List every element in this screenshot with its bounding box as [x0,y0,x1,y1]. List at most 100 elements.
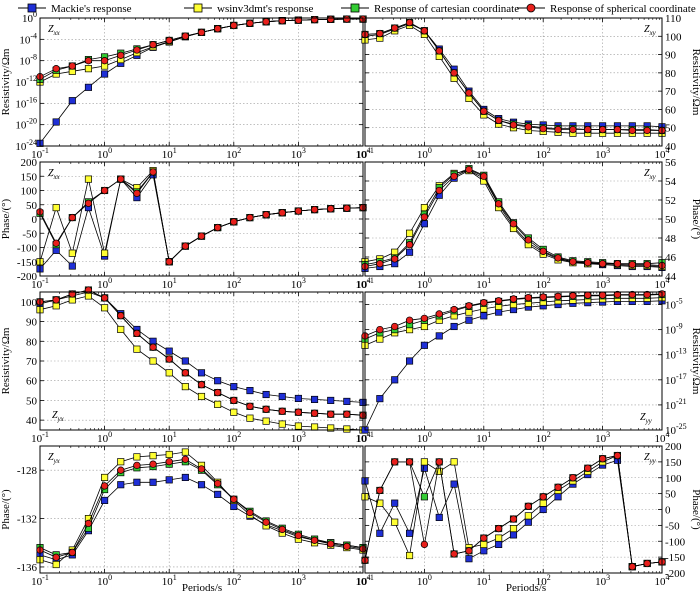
data-point [435,186,443,195]
data-point [465,555,473,563]
data-point [84,199,93,207]
data-point [181,383,189,391]
y-axis-label: Resistivity/Ωm [690,49,700,116]
x-tick-label: 103 [291,430,306,445]
data-point [230,495,238,503]
data-point [100,186,109,195]
data-point [480,299,488,307]
data-point [101,473,109,481]
y-tick-label: 100 [21,297,38,309]
data-point [376,325,384,334]
y-tick-label: 50 [665,123,677,135]
y-tick-label: 90 [665,50,677,62]
data-point [214,490,222,498]
y-tick-label: 10-4 [19,31,37,46]
x-tick-label: 101 [476,573,491,588]
series-line [39,171,364,263]
data-point [230,502,238,511]
data-point [197,481,206,489]
panel-rho-xy: 10-1 100 101 102 103 104405060708090100110Res… [356,13,700,161]
series-line [364,455,663,568]
data-point [213,25,222,33]
x-tick-label: 102 [226,430,241,445]
data-point [391,24,399,32]
series-line [364,23,663,128]
data-point [435,310,443,318]
panel-frame [364,17,663,147]
data-point [420,341,428,349]
data-point [84,175,93,183]
data-point [391,499,399,507]
data-point [554,292,562,301]
data-point [327,15,335,23]
data-point [311,423,319,431]
data-point [420,314,429,322]
data-point [246,19,254,27]
data-point [165,36,173,45]
y-tick-label: 0 [665,505,671,517]
data-point [230,218,238,226]
y-tick-label: 10-9 [665,322,683,337]
series-4 [361,290,666,340]
data-point [554,493,562,501]
data-point [391,376,399,384]
data-point [213,388,222,397]
x-tick-label: 10-1 [31,573,49,588]
x-tick-label: 100 [97,430,112,445]
data-point [524,123,532,131]
data-point [569,292,577,300]
data-point [480,107,488,115]
data-point [197,381,206,389]
data-point [101,70,109,78]
y-tick-label: 80 [665,68,677,80]
data-point [149,168,157,176]
legend-item: Mackie's response [18,3,132,15]
x-tick-label: 101 [476,146,491,161]
data-point [405,458,414,466]
data-point [376,486,384,495]
data-point [68,249,76,257]
x-tick-label: 103 [291,146,306,161]
data-point [327,540,335,548]
panel-phase-yy: 10-1 100 101 102 103 104-200-150-100-50050100… [356,441,700,588]
data-point [133,478,141,486]
panel-frame [39,161,364,277]
data-point [68,97,76,105]
data-point [149,357,157,365]
data-point [554,254,562,262]
legend-label: Response of cartesian coordinate [374,3,519,15]
data-point [181,369,190,377]
data-point [68,296,76,304]
data-point [52,560,60,569]
data-point [213,223,222,232]
data-point [133,329,141,338]
legend-item: Response of spherical coordinate [517,3,696,15]
data-point [524,502,532,510]
data-point [68,213,76,222]
data-point [450,458,458,466]
data-point [420,322,428,331]
data-point [165,369,173,377]
y-tick-label: 70 [26,356,38,368]
data-point [420,493,428,501]
data-point [584,259,592,267]
series-4 [36,286,367,419]
data-point [327,396,335,404]
data-point [117,481,125,489]
y-tick-label: 48 [665,233,677,245]
panel-rho-xx: 10-1 100 101 102 103 10410010-410-810-1210-16… [0,10,371,161]
y-tick-label: 10-20 [15,117,37,132]
data-point [310,15,319,24]
data-point [52,204,60,212]
data-point [133,189,141,198]
series-2 [36,15,367,86]
y-axis-label: Phase/(°) [690,199,700,240]
data-point [391,322,399,331]
data-point [643,260,651,269]
data-point [495,116,503,125]
panel-label: Zyx [48,452,61,465]
data-point [405,240,414,249]
legend-marker [193,3,203,13]
data-point [465,302,473,310]
y-tick-label: -50 [22,228,37,240]
